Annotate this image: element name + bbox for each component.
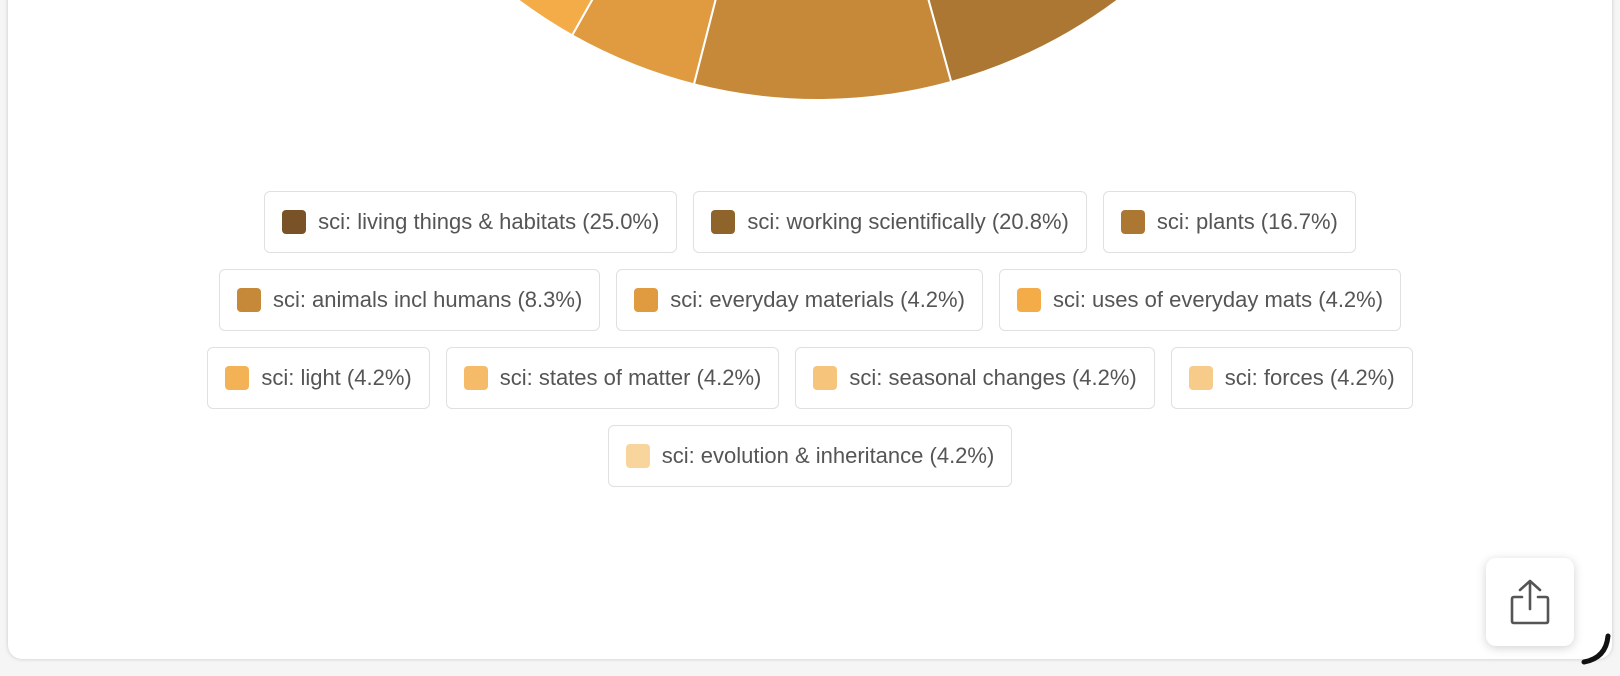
legend-swatch (236, 288, 261, 312)
share-button[interactable] (1486, 558, 1574, 646)
legend-swatch (463, 366, 488, 390)
legend-label: sci: plants (16.7%) (1156, 209, 1338, 234)
legend-item[interactable]: sci: states of matter (4.2%) (445, 347, 780, 409)
legend-label: sci: light (4.2%) (261, 365, 412, 390)
pie-slice[interactable] (692, 0, 953, 101)
legend-item[interactable]: sci: animals incl humans (8.3%) (218, 269, 601, 331)
legend-item[interactable]: sci: plants (16.7%) (1102, 191, 1356, 253)
legend-label: sci: seasonal changes (4.2%) (849, 365, 1137, 390)
legend-row: sci: living things & habitats (25.0%) sc… (264, 191, 1356, 253)
legend-swatch (225, 366, 250, 390)
legend-label: sci: evolution & inheritance (4.2%) (661, 443, 995, 468)
legend-item[interactable]: sci: everyday materials (4.2%) (616, 269, 983, 331)
pie-slice[interactable] (818, 0, 1302, 84)
chart-card: sci: living things & habitats (25.0%) sc… (8, 0, 1612, 659)
legend-swatch (1120, 210, 1145, 234)
legend-item[interactable]: sci: evolution & inheritance (4.2%) (607, 425, 1013, 487)
legend-swatch (711, 210, 736, 234)
legend-label: sci: states of matter (4.2%) (499, 365, 762, 390)
legend-swatch (634, 288, 659, 312)
share-icon (1510, 579, 1550, 625)
chart-legend: sci: living things & habitats (25.0%) sc… (8, 191, 1612, 487)
pie-chart (467, 0, 1302, 101)
legend-item[interactable]: sci: seasonal changes (4.2%) (795, 347, 1155, 409)
legend-swatch (813, 366, 838, 390)
legend-swatch (625, 444, 650, 468)
legend-label: sci: uses of everyday mats (4.2%) (1052, 287, 1384, 312)
loading-spinner-icon (1581, 633, 1611, 665)
legend-swatch (1016, 288, 1041, 312)
pie-slice[interactable] (467, 0, 818, 37)
legend-item[interactable]: sci: forces (4.2%) (1170, 347, 1413, 409)
legend-item[interactable]: sci: working scientifically (20.8%) (693, 191, 1087, 253)
legend-item[interactable]: sci: living things & habitats (25.0%) (264, 191, 678, 253)
legend-swatch (282, 210, 307, 234)
legend-item[interactable]: sci: light (4.2%) (207, 347, 430, 409)
legend-label: sci: living things & habitats (25.0%) (318, 209, 660, 234)
legend-item[interactable]: sci: uses of everyday mats (4.2%) (998, 269, 1402, 331)
legend-label: sci: everyday materials (4.2%) (670, 287, 965, 312)
legend-label: sci: forces (4.2%) (1224, 365, 1395, 390)
legend-label: sci: working scientifically (20.8%) (747, 209, 1069, 234)
legend-row: sci: evolution & inheritance (4.2%) (607, 425, 1013, 487)
legend-row: sci: light (4.2%) sci: states of matter … (207, 347, 1413, 409)
legend-row: sci: animals incl humans (8.3%) sci: eve… (218, 269, 1402, 331)
legend-swatch (1188, 366, 1213, 390)
legend-label: sci: animals incl humans (8.3%) (272, 287, 583, 312)
